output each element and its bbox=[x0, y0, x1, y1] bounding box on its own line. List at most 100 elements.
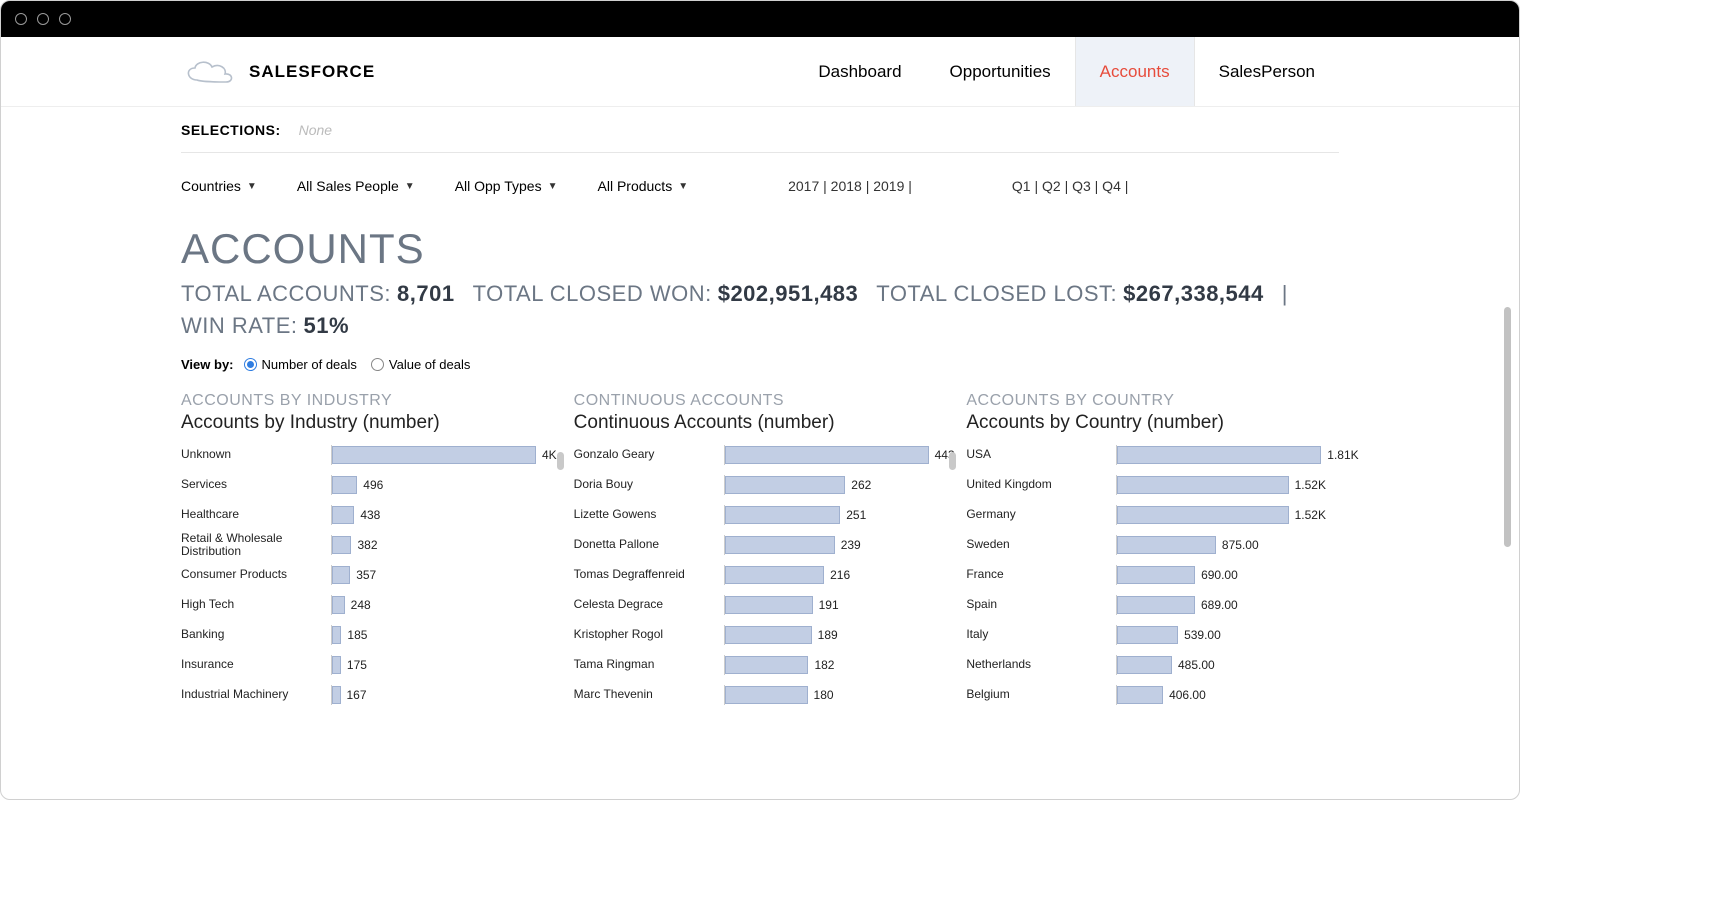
bar-label: USA bbox=[966, 448, 1116, 461]
app-window: SALESFORCE DashboardOpportunitiesAccount… bbox=[0, 0, 1520, 800]
bar-row[interactable]: Kristopher Rogol 189 bbox=[574, 622, 947, 648]
bar-fill bbox=[725, 656, 809, 674]
filter-all-opp-types[interactable]: All Opp Types▼ bbox=[455, 178, 558, 194]
bar-label: Sweden bbox=[966, 538, 1116, 551]
bar-value: 690.00 bbox=[1195, 565, 1238, 585]
bar-value: 189 bbox=[812, 625, 838, 645]
cloud-icon bbox=[181, 58, 235, 86]
bar-row[interactable]: Tama Ringman182 bbox=[574, 652, 947, 678]
radio-icon bbox=[371, 358, 384, 371]
bar-row[interactable]: Banking185 bbox=[181, 622, 554, 648]
bar-fill bbox=[1117, 596, 1195, 614]
bar-row[interactable]: France 690.00 bbox=[966, 562, 1339, 588]
chart-scroll-thumb[interactable] bbox=[949, 452, 956, 470]
bar-row[interactable]: Marc Thevenin180 bbox=[574, 682, 947, 708]
bar-row[interactable]: Germany1.52K bbox=[966, 502, 1339, 528]
bar-fill bbox=[725, 566, 824, 584]
quarter-range[interactable]: Q1 | Q2 | Q3 | Q4 | bbox=[1012, 178, 1128, 194]
window-control-zoom[interactable] bbox=[59, 13, 71, 25]
bar-row[interactable]: Belgium406.00 bbox=[966, 682, 1339, 708]
page-title: ACCOUNTS bbox=[181, 225, 1339, 273]
viewby-value-of-deals[interactable]: Value of deals bbox=[371, 357, 470, 372]
bar-fill bbox=[332, 686, 341, 704]
year-range[interactable]: 2017 | 2018 | 2019 | bbox=[788, 178, 912, 194]
bar-value: 251 bbox=[840, 505, 866, 525]
bar-value: 239 bbox=[835, 535, 861, 555]
bar-value: 175 bbox=[341, 655, 367, 675]
bar-value: 262 bbox=[845, 475, 871, 495]
bar-row[interactable]: USA1.81K bbox=[966, 442, 1339, 468]
bar-row[interactable]: Spain689.00 bbox=[966, 592, 1339, 618]
closed-lost-label: TOTAL CLOSED LOST: bbox=[876, 281, 1117, 307]
stats-separator: | bbox=[1282, 281, 1288, 307]
bar-row[interactable]: Celesta Degrace191 bbox=[574, 592, 947, 618]
bar-row[interactable]: United Kingdom1.52K bbox=[966, 472, 1339, 498]
bar-row[interactable]: Gonzalo Geary443 bbox=[574, 442, 947, 468]
bar-row[interactable]: Netherlands485.00 bbox=[966, 652, 1339, 678]
bar-label: France bbox=[966, 568, 1116, 581]
bar-row[interactable]: High Tech248 bbox=[181, 592, 554, 618]
nav-item-dashboard[interactable]: Dashboard bbox=[794, 37, 925, 106]
bar-fill bbox=[725, 506, 841, 524]
bar-list: Unknown4K Services496 Healthcare438 Retail … bbox=[181, 442, 554, 708]
bar-track: 438 bbox=[331, 505, 554, 525]
bar-fill bbox=[1117, 476, 1288, 494]
nav-item-accounts[interactable]: Accounts bbox=[1075, 37, 1195, 106]
bar-track: 689.00 bbox=[1116, 595, 1339, 615]
bar-value: 875.00 bbox=[1216, 535, 1259, 555]
bar-fill bbox=[1117, 536, 1216, 554]
bar-row[interactable]: Donetta Pallone239 bbox=[574, 532, 947, 558]
viewby-number-of-deals[interactable]: Number of deals bbox=[244, 357, 357, 372]
bar-row[interactable]: Insurance175 bbox=[181, 652, 554, 678]
nav-item-opportunities[interactable]: Opportunities bbox=[926, 37, 1075, 106]
chevron-down-icon: ▼ bbox=[678, 181, 688, 192]
filter-all-sales-people[interactable]: All Sales People▼ bbox=[297, 178, 415, 194]
bar-label: United Kingdom bbox=[966, 478, 1116, 491]
bar-row[interactable]: Doria Bouy262 bbox=[574, 472, 947, 498]
bar-track: 1.52K bbox=[1116, 475, 1339, 495]
nav-item-salesperson[interactable]: SalesPerson bbox=[1195, 37, 1339, 106]
chart-column: CONTINUOUS ACCOUNTSContinuous Accounts (… bbox=[574, 392, 947, 708]
page-scrollbar[interactable] bbox=[1504, 307, 1511, 799]
bar-label: High Tech bbox=[181, 598, 331, 611]
bar-row[interactable]: Retail & Wholesale Distribution382 bbox=[181, 532, 554, 558]
bar-row[interactable]: Services496 bbox=[181, 472, 554, 498]
bar-row[interactable]: Tomas Degraffenreid216 bbox=[574, 562, 947, 588]
window-control-minimize[interactable] bbox=[37, 13, 49, 25]
bar-label: Spain bbox=[966, 598, 1116, 611]
bar-row[interactable]: Lizette Gowens251 bbox=[574, 502, 947, 528]
window-control-close[interactable] bbox=[15, 13, 27, 25]
bar-label: Kristopher Rogol bbox=[574, 628, 724, 641]
bar-track: 1.52K bbox=[1116, 505, 1339, 525]
brand: SALESFORCE bbox=[181, 58, 375, 86]
bar-row[interactable]: Unknown4K bbox=[181, 442, 554, 468]
bar-row[interactable]: Healthcare438 bbox=[181, 502, 554, 528]
chart-subtitle: Accounts by Industry (number) bbox=[181, 412, 554, 434]
bar-label: Unknown bbox=[181, 448, 331, 461]
bar-row[interactable]: Industrial Machinery167 bbox=[181, 682, 554, 708]
bar-value: 406.00 bbox=[1163, 685, 1206, 705]
bar-label: Banking bbox=[181, 628, 331, 641]
selections-value: None bbox=[299, 122, 332, 138]
bar-label: Tama Ringman bbox=[574, 658, 724, 671]
chart-eyebrow: CONTINUOUS ACCOUNTS bbox=[574, 392, 947, 410]
bar-track: 189 bbox=[724, 625, 947, 645]
filter-all-products[interactable]: All Products▼ bbox=[598, 178, 689, 194]
bar-label: Industrial Machinery bbox=[181, 688, 331, 701]
bar-row[interactable]: Sweden 875.00 bbox=[966, 532, 1339, 558]
bar-label: Netherlands bbox=[966, 658, 1116, 671]
bar-fill bbox=[1117, 686, 1163, 704]
bar-row[interactable]: Italy539.00 bbox=[966, 622, 1339, 648]
content: SELECTIONS: None Countries▼All Sales Peo… bbox=[1, 107, 1519, 799]
chart-eyebrow: ACCOUNTS BY INDUSTRY bbox=[181, 392, 554, 410]
filter-countries[interactable]: Countries▼ bbox=[181, 178, 257, 194]
main-nav: DashboardOpportunitiesAccountsSalesPerso… bbox=[794, 37, 1519, 106]
bar-track: 357 bbox=[331, 565, 554, 585]
bar-track: 4K bbox=[331, 445, 554, 465]
bar-track: 239 bbox=[724, 535, 947, 555]
bar-fill bbox=[332, 476, 357, 494]
chart-eyebrow: ACCOUNTS BY COUNTRY bbox=[966, 392, 1339, 410]
bar-row[interactable]: Consumer Products357 bbox=[181, 562, 554, 588]
bar-label: Consumer Products bbox=[181, 568, 331, 581]
chart-scroll-thumb[interactable] bbox=[557, 452, 564, 470]
